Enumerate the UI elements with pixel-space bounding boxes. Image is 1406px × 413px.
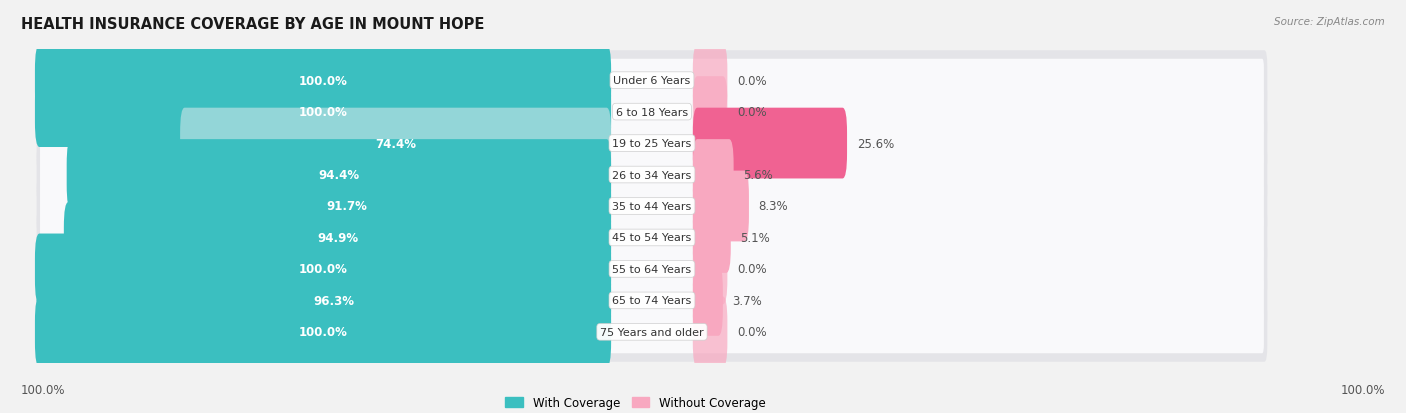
Text: 74.4%: 74.4% [375, 137, 416, 150]
Text: Source: ZipAtlas.com: Source: ZipAtlas.com [1274, 17, 1385, 26]
Text: 100.0%: 100.0% [298, 106, 347, 119]
Text: Under 6 Years: Under 6 Years [613, 76, 690, 86]
FancyBboxPatch shape [39, 122, 1264, 165]
Text: 100.0%: 100.0% [1340, 384, 1385, 396]
FancyBboxPatch shape [37, 177, 1267, 236]
FancyBboxPatch shape [66, 140, 612, 211]
FancyBboxPatch shape [39, 59, 1264, 102]
Text: 45 to 54 Years: 45 to 54 Years [613, 233, 692, 243]
Text: 100.0%: 100.0% [298, 74, 347, 88]
Text: HEALTH INSURANCE COVERAGE BY AGE IN MOUNT HOPE: HEALTH INSURANCE COVERAGE BY AGE IN MOUN… [21, 17, 485, 31]
Text: 55 to 64 Years: 55 to 64 Years [613, 264, 692, 274]
Text: 5.6%: 5.6% [744, 169, 773, 182]
FancyBboxPatch shape [39, 185, 1264, 228]
Text: 6 to 18 Years: 6 to 18 Years [616, 107, 688, 117]
FancyBboxPatch shape [37, 83, 1267, 142]
FancyBboxPatch shape [37, 271, 1267, 330]
Legend: With Coverage, Without Coverage: With Coverage, Without Coverage [501, 392, 770, 413]
FancyBboxPatch shape [37, 51, 1267, 111]
FancyBboxPatch shape [39, 154, 1264, 197]
FancyBboxPatch shape [39, 216, 1264, 259]
FancyBboxPatch shape [37, 208, 1267, 268]
Text: 0.0%: 0.0% [737, 74, 766, 88]
Text: 19 to 25 Years: 19 to 25 Years [613, 139, 692, 149]
Text: 26 to 34 Years: 26 to 34 Years [613, 170, 692, 180]
FancyBboxPatch shape [37, 145, 1267, 205]
FancyBboxPatch shape [180, 109, 612, 179]
Text: 91.7%: 91.7% [326, 200, 367, 213]
Text: 0.0%: 0.0% [737, 325, 766, 339]
FancyBboxPatch shape [39, 248, 1264, 291]
Text: 100.0%: 100.0% [298, 325, 347, 339]
FancyBboxPatch shape [693, 265, 723, 336]
FancyBboxPatch shape [693, 45, 727, 116]
Text: 3.7%: 3.7% [733, 294, 762, 307]
FancyBboxPatch shape [693, 77, 727, 148]
FancyBboxPatch shape [56, 265, 612, 336]
FancyBboxPatch shape [693, 202, 731, 273]
FancyBboxPatch shape [693, 234, 727, 305]
Text: 35 to 44 Years: 35 to 44 Years [613, 202, 692, 211]
Text: 65 to 74 Years: 65 to 74 Years [613, 296, 692, 306]
FancyBboxPatch shape [35, 297, 612, 368]
FancyBboxPatch shape [37, 114, 1267, 173]
Text: 0.0%: 0.0% [737, 263, 766, 276]
FancyBboxPatch shape [35, 45, 612, 116]
FancyBboxPatch shape [693, 109, 846, 179]
FancyBboxPatch shape [39, 311, 1264, 354]
Text: 25.6%: 25.6% [856, 137, 894, 150]
Text: 94.9%: 94.9% [316, 231, 359, 244]
FancyBboxPatch shape [693, 171, 749, 242]
FancyBboxPatch shape [35, 77, 612, 148]
Text: 100.0%: 100.0% [21, 384, 66, 396]
FancyBboxPatch shape [693, 140, 734, 211]
Text: 0.0%: 0.0% [737, 106, 766, 119]
Text: 8.3%: 8.3% [759, 200, 789, 213]
Text: 94.4%: 94.4% [318, 169, 360, 182]
FancyBboxPatch shape [35, 234, 612, 305]
FancyBboxPatch shape [37, 240, 1267, 299]
FancyBboxPatch shape [63, 202, 612, 273]
FancyBboxPatch shape [39, 279, 1264, 322]
FancyBboxPatch shape [39, 91, 1264, 134]
FancyBboxPatch shape [37, 302, 1267, 362]
Text: 75 Years and older: 75 Years and older [600, 327, 704, 337]
FancyBboxPatch shape [693, 297, 727, 368]
Text: 5.1%: 5.1% [741, 231, 770, 244]
FancyBboxPatch shape [82, 171, 612, 242]
Text: 100.0%: 100.0% [298, 263, 347, 276]
Text: 96.3%: 96.3% [314, 294, 354, 307]
